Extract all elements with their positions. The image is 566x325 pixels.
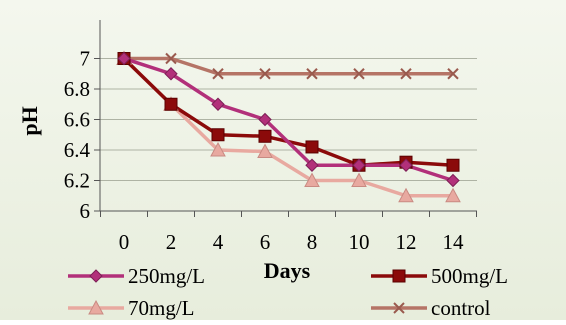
x-tick-label: 14 [443,230,465,254]
data-point-250mg-l [446,173,460,188]
x-tick-label: 2 [166,230,177,254]
legend-item-70mg-l: 70mg/L [68,296,195,320]
data-point-control [353,68,365,80]
data-point-control [165,52,177,65]
data-point-250mg-l [352,158,366,172]
data-point-500mg-l [446,158,460,172]
data-point-500mg-l [164,97,178,111]
series-line-250mg-l [123,56,454,183]
data-point-70mg-l [445,187,461,203]
y-axis-label: pH [17,106,42,135]
data-point-250mg-l [117,51,131,66]
y-tick-label: 6.6 [64,108,90,132]
legend-item-500mg-l: 500mg/L [371,264,508,288]
data-point-70mg-l [257,143,273,159]
x-tick-label: 8 [307,230,318,254]
legend-label: control [431,296,491,320]
legend-marker-70mg-l [88,299,104,315]
data-point-control [212,68,224,80]
y-tick-label: 6 [80,199,91,223]
data-point-70mg-l [304,172,320,187]
y-tick-label: 7 [80,47,91,71]
data-point-250mg-l [399,158,413,172]
series-line-70mg-l [122,57,453,198]
data-point-70mg-l [210,141,226,157]
x-tick-label: 10 [349,230,370,254]
x-tick-label: 12 [396,230,417,254]
y-tick-label: 6.4 [64,138,91,162]
data-point-control [400,68,412,80]
data-point-250mg-l [164,67,178,81]
data-point-250mg-l [211,97,225,111]
legend-label: 500mg/L [431,264,508,288]
legend-label: 250mg/L [128,264,205,288]
data-point-250mg-l [305,158,319,172]
data-point-control [306,68,318,80]
legend-marker-250mg-l [89,269,103,283]
y-tick-label: 6.2 [64,169,90,193]
legend-label: 70mg/L [128,296,195,320]
data-point-70mg-l [398,187,414,203]
x-axis-label: Days [264,258,311,283]
x-tick-label: 4 [213,230,224,254]
y-tick-label: 6.8 [64,77,90,101]
legend-marker-control [393,302,405,314]
legend-marker-500mg-l [392,269,406,283]
data-point-500mg-l [211,128,225,142]
legend: 250mg/L 500mg/L 70mg/L control [68,264,508,320]
series-line-control [124,56,453,76]
x-tick-label: 6 [260,230,271,254]
data-point-500mg-l [305,140,319,154]
data-point-control [447,68,459,80]
data-point-70mg-l [351,172,367,187]
data-point-500mg-l [258,129,272,143]
data-point-control [259,68,271,80]
legend-item-control: control [371,296,491,320]
legend-item-250mg-l: 250mg/L [68,264,205,288]
data-point-250mg-l [258,112,272,127]
x-tick-label: 0 [119,230,130,254]
